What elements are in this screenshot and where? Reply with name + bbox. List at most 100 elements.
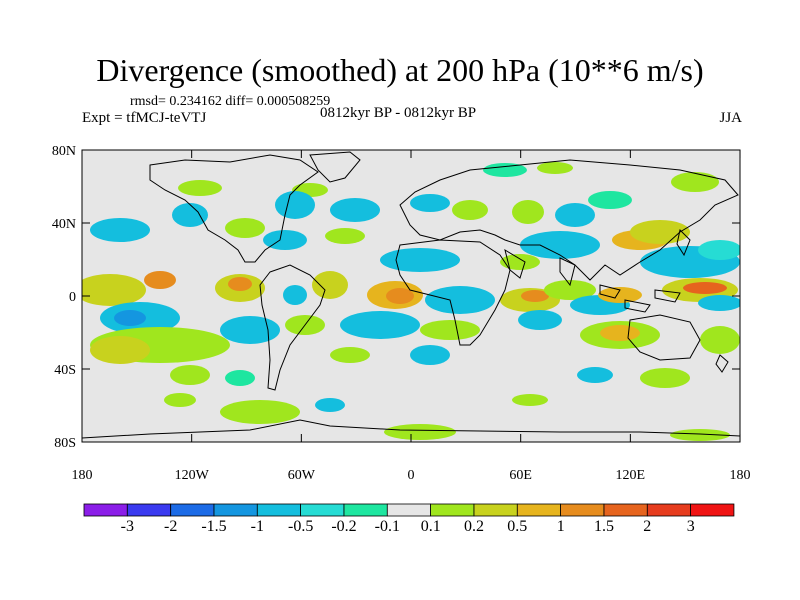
divergence-contour-area — [698, 240, 740, 260]
period-label: 0812kyr BP - 0812kyr BP — [320, 105, 477, 121]
colorbar-label: -0.5 — [288, 518, 313, 535]
divergence-contour-area — [420, 320, 480, 340]
lat-label-0: 0 — [69, 290, 76, 305]
divergence-contour-area — [283, 285, 307, 305]
colorbar-box — [386, 503, 432, 517]
divergence-contour-area — [512, 200, 544, 224]
colorbar-label: -1 — [251, 518, 264, 535]
colorbar-box — [126, 503, 172, 517]
coastline — [627, 314, 701, 361]
colorbar-label: 0.5 — [507, 518, 527, 535]
divergence-contour-area — [172, 203, 208, 227]
divergence-contour-area — [340, 311, 420, 339]
coastline — [715, 354, 729, 373]
axis-ticks — [81, 149, 741, 443]
coastline — [624, 299, 651, 313]
divergence-contour-area — [330, 198, 380, 222]
divergence-contour-area — [170, 365, 210, 385]
lat-axis-labels: 80N 40N 0 40S 80S — [52, 144, 76, 451]
colorbar-label: 2 — [643, 518, 651, 535]
divergence-contour-area — [544, 280, 596, 300]
coastline — [259, 264, 326, 391]
divergence-contour-area — [114, 310, 146, 326]
divergence-contour-area — [312, 271, 348, 299]
divergence-contour-area — [555, 203, 595, 227]
divergence-contour-area — [384, 424, 456, 440]
divergence-contour-area — [671, 172, 719, 192]
lat-label-40n: 40N — [52, 217, 76, 232]
divergence-contour-area — [178, 180, 222, 196]
lon-label-60w: 60W — [288, 468, 316, 483]
colorbar-label: 0.1 — [421, 518, 441, 535]
experiment-label: Expt = tfMCJ-teVTJ — [82, 110, 207, 126]
divergence-contour-area — [330, 347, 370, 363]
coastline — [399, 159, 739, 281]
coastline — [82, 419, 740, 439]
divergence-contour-area — [521, 290, 549, 302]
divergence-contour-area — [315, 398, 345, 412]
divergence-contour-area — [483, 163, 527, 177]
colorbar-box — [690, 503, 735, 517]
colorbar-boxes — [83, 503, 735, 517]
colorbar-label: 1.5 — [594, 518, 614, 535]
divergence-contour-area — [600, 325, 640, 341]
divergence-contour-area — [410, 194, 450, 212]
colorbar-labels: -3 -2 -1.5 -1 -0.5 -0.2 -0.1 0.1 0.2 0.5… — [121, 518, 695, 535]
colorbar-label: -0.2 — [331, 518, 356, 535]
divergence-contour-area — [598, 287, 642, 303]
colorbar-box — [603, 503, 648, 517]
lon-label-120w: 120W — [175, 468, 210, 483]
divergence-contour-area — [325, 228, 365, 244]
colorbar-box — [213, 503, 258, 517]
lon-label-120e: 120E — [616, 468, 646, 483]
colorbar-label: -0.1 — [375, 518, 400, 535]
figure-title: Divergence (smoothed) at 200 hPa (10**6 … — [96, 52, 704, 88]
stats-text: rmsd= 0.234162 diff= 0.000508259 — [130, 94, 331, 109]
coastlines — [82, 151, 740, 439]
colorbar: -3 -2 -1.5 -1 -0.5 -0.2 -0.1 0.1 0.2 0.5… — [83, 503, 735, 535]
lat-label-80n: 80N — [52, 144, 76, 159]
colorbar-box — [560, 503, 605, 517]
colorbar-box — [430, 503, 475, 517]
colorbar-label: 0.2 — [464, 518, 484, 535]
divergence-contour-area — [164, 393, 196, 407]
colorbar-box — [83, 503, 128, 517]
divergence-contour-area — [698, 295, 740, 311]
divergence-contour-area — [144, 271, 176, 289]
colorbar-box — [343, 503, 388, 517]
divergence-contour-area — [425, 286, 495, 314]
colorbar-box — [256, 503, 302, 517]
divergence-fields — [82, 162, 740, 441]
divergence-contour-area — [683, 282, 727, 294]
divergence-contour-area — [263, 230, 307, 250]
colorbar-box — [300, 503, 345, 517]
colorbar-box — [170, 503, 215, 517]
divergence-contour-area — [500, 254, 540, 270]
lon-label-180w: 180 — [72, 468, 93, 483]
divergence-contour-area — [512, 394, 548, 406]
divergence-contour-area — [670, 429, 730, 441]
divergence-contour-area — [275, 191, 315, 219]
colorbar-label: 3 — [687, 518, 695, 535]
lon-axis-labels: 180 120W 60W 0 60E 120E 180 — [72, 468, 751, 483]
divergence-contour-area — [518, 310, 562, 330]
colorbar-box — [646, 503, 692, 517]
colorbar-box — [473, 503, 518, 517]
coastline — [559, 257, 576, 287]
divergence-contour-area — [90, 336, 150, 364]
divergence-contour-area — [630, 220, 690, 244]
divergence-contour-area — [90, 218, 150, 242]
coastline — [654, 289, 681, 303]
colorbar-label: -1.5 — [201, 518, 226, 535]
coastline — [676, 228, 691, 257]
colorbar-label: 1 — [557, 518, 565, 535]
colorbar-label: -2 — [164, 518, 177, 535]
divergence-contour-area — [640, 368, 690, 388]
lat-label-80s: 80S — [54, 436, 76, 451]
divergence-contour-area — [225, 218, 265, 238]
divergence-contour-area — [520, 231, 600, 259]
divergence-contour-area — [82, 274, 146, 306]
lat-label-40s: 40S — [54, 363, 76, 378]
coastline — [395, 239, 511, 346]
season-label: JJA — [719, 110, 742, 126]
